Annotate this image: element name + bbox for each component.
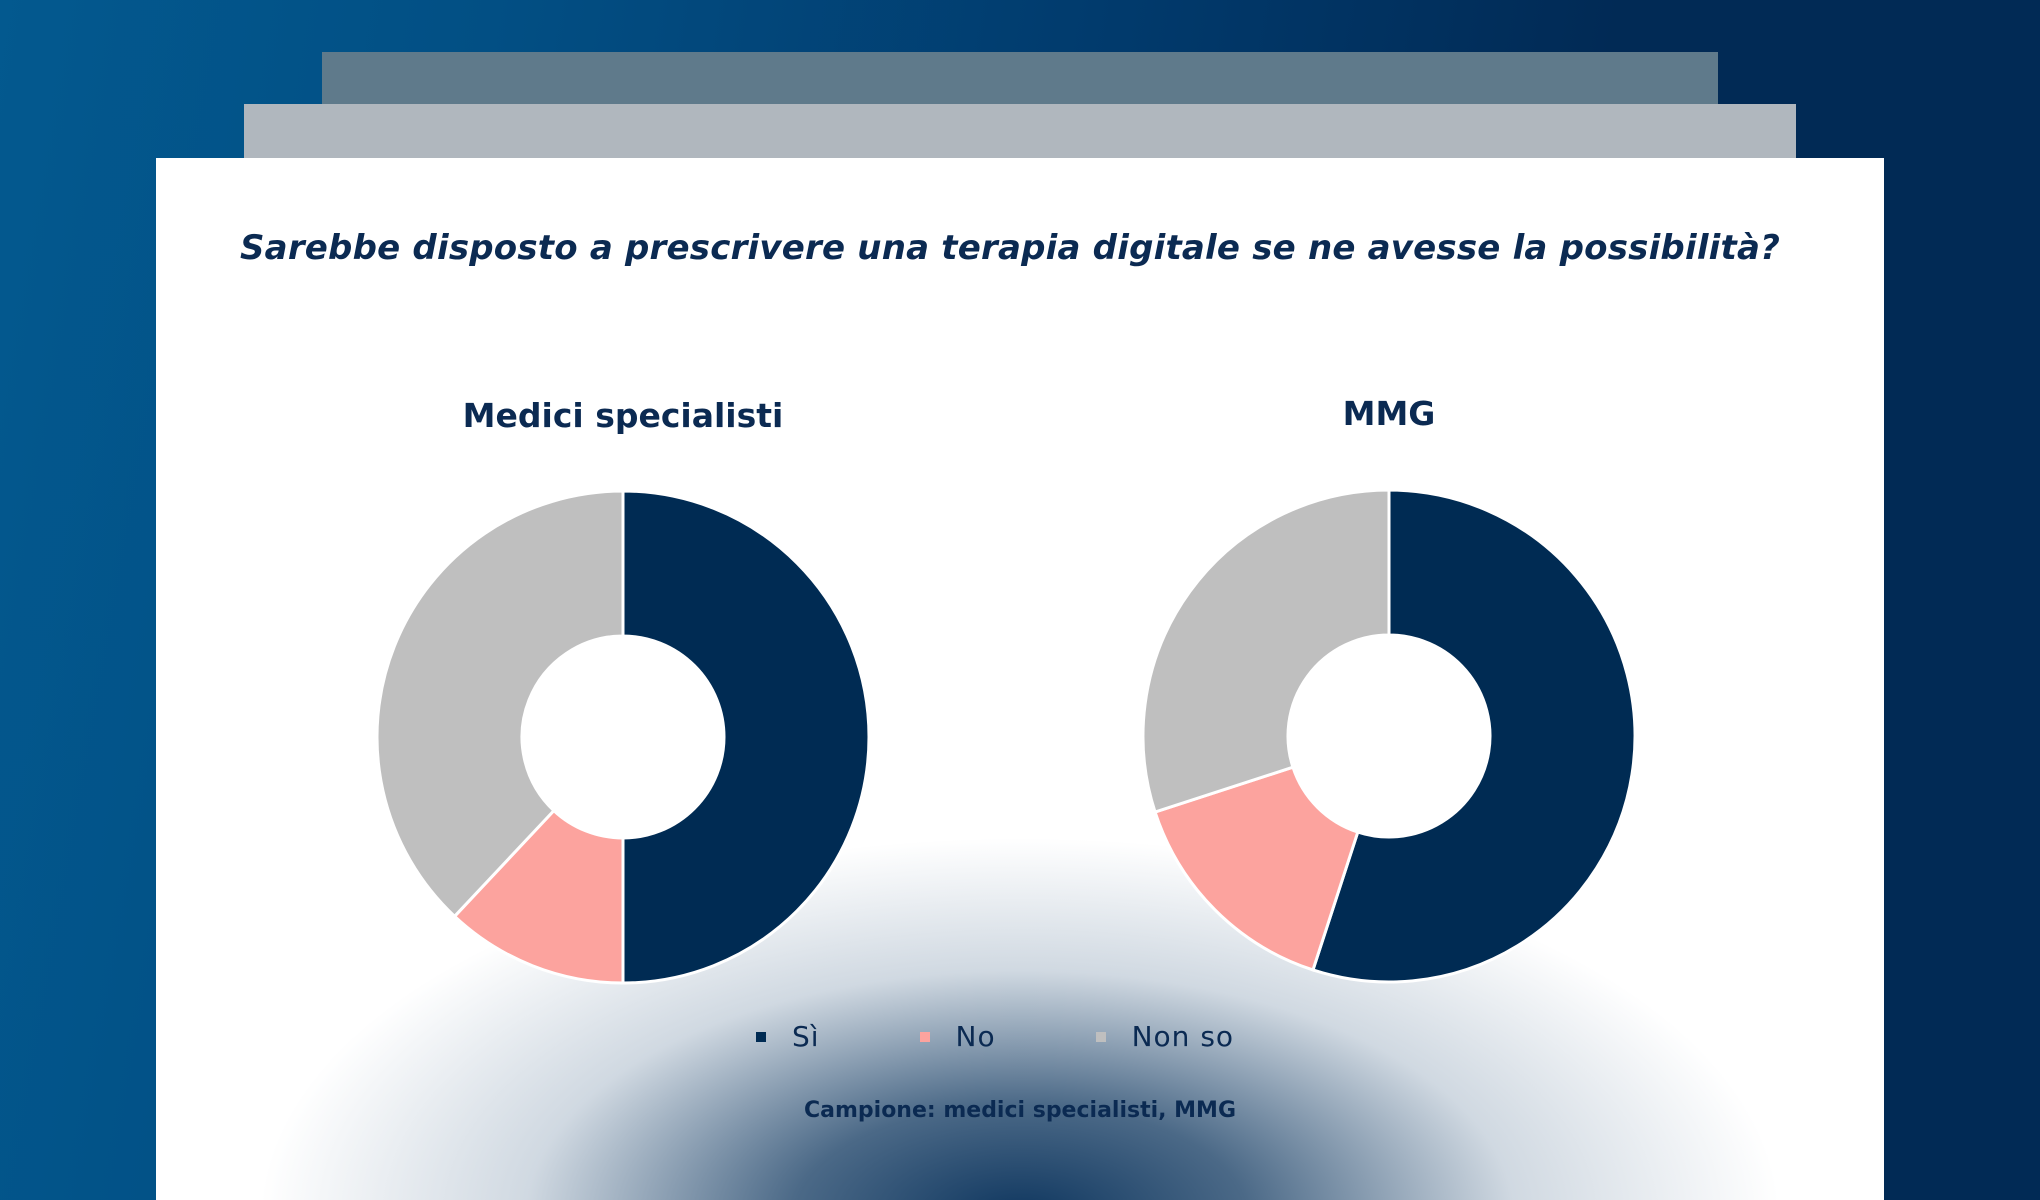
legend-swatch-no [919, 1031, 930, 1042]
donut-slice-no [1153, 765, 1360, 972]
donut-slice-non-so [1141, 488, 1391, 814]
legend-item-si: Sì [755, 1020, 820, 1053]
legend-item-no: No [919, 1020, 996, 1053]
legend-item-non-so: Non so [1095, 1020, 1235, 1053]
donut-slice-si [1311, 488, 1637, 984]
legend-label-no: No [955, 1020, 996, 1053]
chart-title-mmg: MMG [1342, 394, 1436, 433]
legend-label-si: Sì [791, 1020, 820, 1053]
donut-slice-no [452, 808, 625, 985]
legend-swatch-non-so [1095, 1031, 1106, 1042]
chart-legend: Sì No Non so [156, 1020, 1884, 1053]
donut-chart-mmg [1141, 488, 1637, 984]
donut-slice-si [621, 489, 871, 985]
legend-swatch-si [755, 1031, 766, 1042]
chart-title-medici-specialisti: Medici specialisti [462, 396, 784, 435]
legend-label-non-so: Non so [1131, 1020, 1235, 1053]
donut-charts [375, 488, 1637, 985]
question-title: Sarebbe disposto a prescrivere una terap… [240, 228, 1781, 268]
donut-chart-medici-specialisti [375, 489, 871, 985]
donut-slice-non-so [375, 489, 625, 919]
slide-card: Sarebbe disposto a prescrivere una terap… [156, 158, 1884, 1200]
sample-note: Campione: medici specialisti, MMG [803, 1098, 1237, 1123]
